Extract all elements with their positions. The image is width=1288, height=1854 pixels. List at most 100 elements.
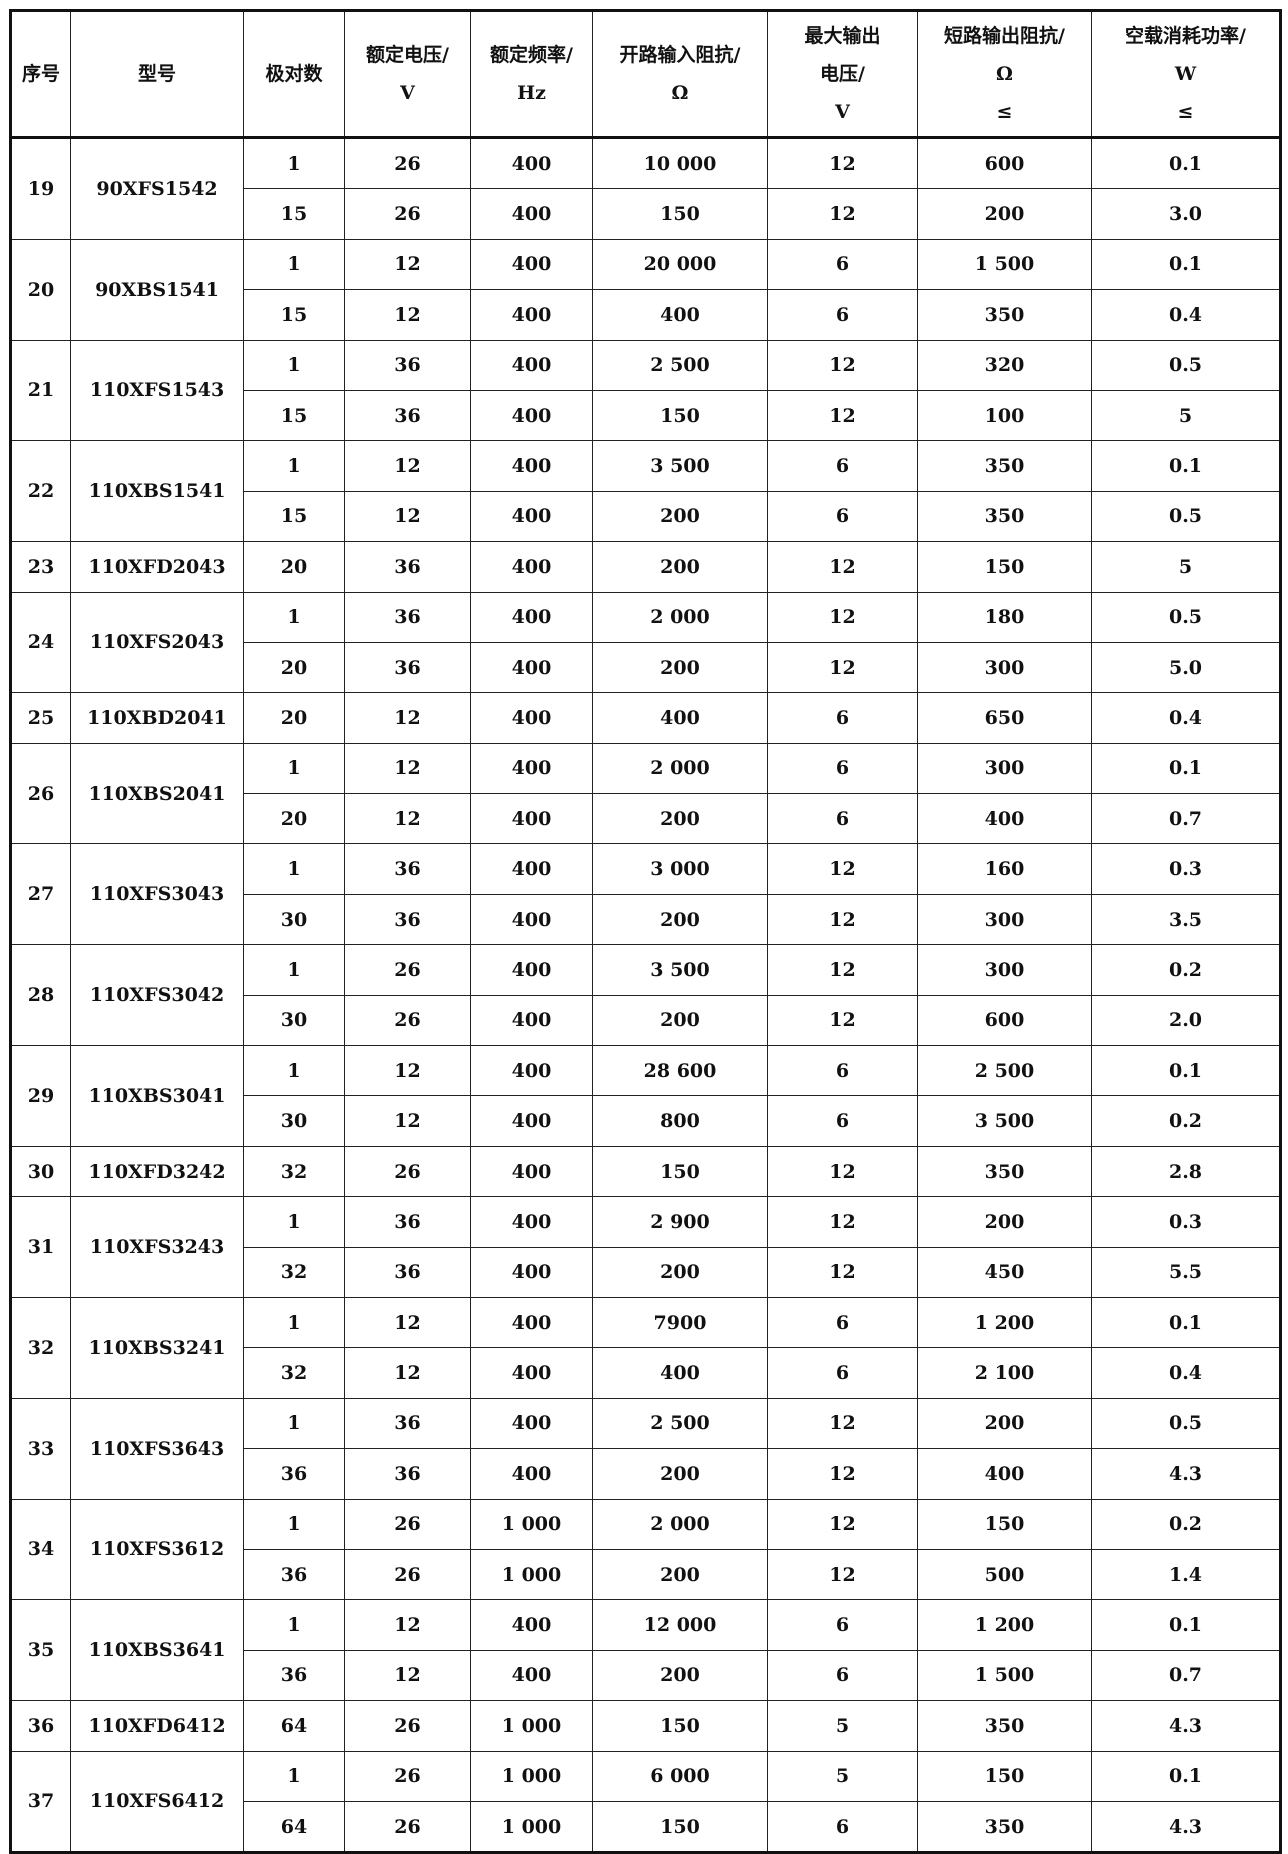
cell-rated-voltage: 12 [344,1045,471,1097]
cell-rated-voltage: 12 [344,1095,471,1147]
cell-model: 110XFS6412 [70,1750,244,1854]
table-row: 36 26 1 000 200 12 500 1.4 [11,1548,1281,1601]
header-col-no: 序号 [10,10,71,138]
table-row: 31 110XFS3243 1 36 400 2 900 12 200 0.3 [10,1196,1281,1298]
cell-rated-frequency: 400 [470,1448,593,1500]
cell-rated-frequency: 400 [470,591,593,643]
cell-no: 19 [10,137,71,240]
cell-no: 36 [10,1700,71,1752]
table-row: 36 36 400 200 12 400 4.3 [11,1448,1281,1500]
header-col-open-circuit-impedance: 开路输入阻抗/ Ω [592,10,768,138]
table-row: 32 12 400 400 6 2 100 0.4 [11,1347,1281,1399]
cell-max-output-voltage: 12 [767,1246,918,1298]
cell-open-circuit-impedance: 10 000 [592,136,768,190]
cell-short-circuit-impedance: 300 [917,944,1092,996]
cell-rated-frequency: 400 [470,1045,593,1097]
cell-rated-voltage: 26 [344,1750,471,1802]
cell-pole-pairs: 36 [243,1548,345,1601]
cell-max-output-voltage: 12 [767,188,918,240]
cell-max-output-voltage: 6 [767,793,918,845]
cell-no: 24 [10,591,71,694]
cell-max-output-voltage: 6 [767,490,918,543]
cell-pole-pairs: 1 [243,1498,345,1550]
cell-rated-voltage: 36 [344,1246,471,1298]
cell-pole-pairs: 30 [243,893,345,946]
spec-table: 序号 型号 极对数 额定电压/ V 额定频率/ Hz 开路输入阻抗/ Ω 最大输出 电压/ … [9,9,1282,1854]
cell-no-load-power: 0.2 [1091,1498,1281,1550]
cell-pole-pairs: 1 [243,1750,345,1802]
cell-no-load-power: 0.1 [1091,1599,1281,1651]
header-col-rated-frequency: 额定频率/ Hz [470,10,593,138]
cell-pole-pairs: 15 [243,289,345,341]
cell-no-load-power: 0.1 [1091,238,1281,291]
cell-max-output-voltage: 12 [767,641,918,694]
table-row: 27 110XFS3043 1 36 400 3 000 12 160 0.3 [10,843,1281,946]
cell-open-circuit-impedance: 2 900 [592,1196,768,1248]
cell-rated-frequency: 400 [470,1296,593,1349]
cell-pole-pairs: 32 [243,1347,345,1399]
cell-short-circuit-impedance: 3 500 [917,1095,1092,1147]
table-row: 29 110XBS3041 1 12 400 28 600 6 2 500 0.1 [10,1045,1281,1147]
cell-pole-pairs: 1 [243,440,345,492]
table-row: 37 110XFS6412 1 26 1 000 6 000 5 150 0.1 [10,1750,1281,1854]
cell-pole-pairs: 20 [243,793,345,845]
cell-max-output-voltage: 12 [767,843,918,895]
cell-short-circuit-impedance: 150 [917,1498,1092,1550]
cell-no-load-power: 0.3 [1091,1196,1281,1248]
cell-rated-voltage: 26 [344,1700,471,1752]
table-row: 25 110XBD2041 20 12 400 400 6 650 0.4 [10,692,1281,744]
cell-pole-pairs: 1 [243,1397,345,1450]
cell-rated-frequency: 400 [470,793,593,845]
table-row: 19 90XFS1542 1 26 400 10 000 12 600 0.1 [10,136,1281,240]
cell-no: 34 [10,1498,71,1601]
cell-no: 33 [10,1397,71,1500]
table-row: 26 110XBS2041 1 12 400 2 000 6 300 0.1 [10,742,1281,845]
cell-open-circuit-impedance: 2 000 [592,591,768,643]
cell-rated-voltage: 26 [344,1498,471,1550]
cell-pole-pairs: 1 [243,238,345,291]
cell-model: 110XFS3243 [70,1196,244,1298]
cell-no-load-power: 0.1 [1091,1045,1281,1097]
cell-model: 110XFS3643 [70,1397,244,1500]
cell-open-circuit-impedance: 200 [592,541,768,593]
cell-rated-voltage: 12 [344,238,471,291]
cell-max-output-voltage: 12 [767,136,918,190]
cell-max-output-voltage: 6 [767,1347,918,1399]
cell-model: 110XBS3241 [70,1296,244,1399]
cell-max-output-voltage: 6 [767,238,918,291]
cell-rated-voltage: 12 [344,1296,471,1349]
cell-rated-frequency: 400 [470,692,593,744]
cell-short-circuit-impedance: 200 [917,1397,1092,1450]
cell-rated-frequency: 400 [470,440,593,492]
cell-short-circuit-impedance: 450 [917,1246,1092,1298]
cell-no-load-power: 5 [1091,389,1281,442]
cell-open-circuit-impedance: 150 [592,1145,768,1198]
cell-open-circuit-impedance: 150 [592,389,768,442]
cell-no-load-power: 1.4 [1091,1548,1281,1601]
cell-open-circuit-impedance: 400 [592,1347,768,1399]
cell-pole-pairs: 30 [243,994,345,1047]
cell-short-circuit-impedance: 350 [917,490,1092,543]
cell-rated-voltage: 26 [344,188,471,240]
cell-no: 28 [10,944,71,1047]
cell-max-output-voltage: 12 [767,893,918,946]
cell-no: 23 [10,541,71,593]
cell-pole-pairs: 20 [243,692,345,744]
cell-pole-pairs: 1 [243,1045,345,1097]
cell-no-load-power: 5.5 [1091,1246,1281,1298]
header-col-short-circuit-impedance: 短路输出阻抗/ Ω ≤ [917,10,1092,138]
cell-rated-frequency: 400 [470,541,593,593]
cell-rated-voltage: 12 [344,490,471,543]
cell-no: 22 [10,440,71,543]
cell-open-circuit-impedance: 6 000 [592,1750,768,1802]
cell-open-circuit-impedance: 200 [592,893,768,946]
cell-open-circuit-impedance: 3 500 [592,944,768,996]
cell-rated-frequency: 400 [470,339,593,391]
cell-model: 110XFD3242 [70,1145,244,1198]
cell-max-output-voltage: 12 [767,1498,918,1550]
cell-rated-frequency: 400 [470,944,593,996]
cell-model: 110XFS3042 [70,944,244,1047]
cell-short-circuit-impedance: 350 [917,1700,1092,1752]
cell-pole-pairs: 1 [243,843,345,895]
cell-short-circuit-impedance: 600 [917,136,1092,190]
